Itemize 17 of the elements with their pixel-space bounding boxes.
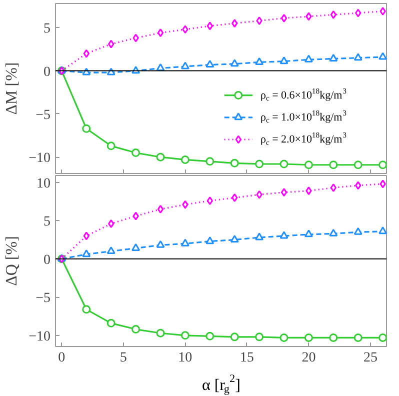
- x-tick-label: 10: [178, 350, 192, 366]
- y-tick-label: 0: [44, 252, 50, 268]
- y-tick-label: −10: [28, 151, 51, 166]
- y-tick-label: 0: [44, 64, 50, 80]
- x-tick-label: 0: [58, 350, 66, 366]
- x-tick-label: 5: [120, 350, 127, 366]
- y-tick-label: −10: [28, 329, 51, 344]
- y-tick-label: 10: [36, 176, 50, 192]
- x-tick-label: 15: [240, 350, 254, 366]
- y-tick-label: −5: [36, 291, 51, 306]
- x-tick-label: 25: [363, 350, 378, 366]
- y-tick-label: −5: [36, 108, 51, 123]
- y-tick-label: 5: [44, 214, 50, 230]
- y-axis-title: ΔM [%]: [4, 62, 21, 115]
- x-tick-label: 20: [302, 350, 316, 366]
- y-axis-title: ΔQ [%]: [4, 236, 21, 286]
- y-tick-label: 5: [44, 22, 50, 37]
